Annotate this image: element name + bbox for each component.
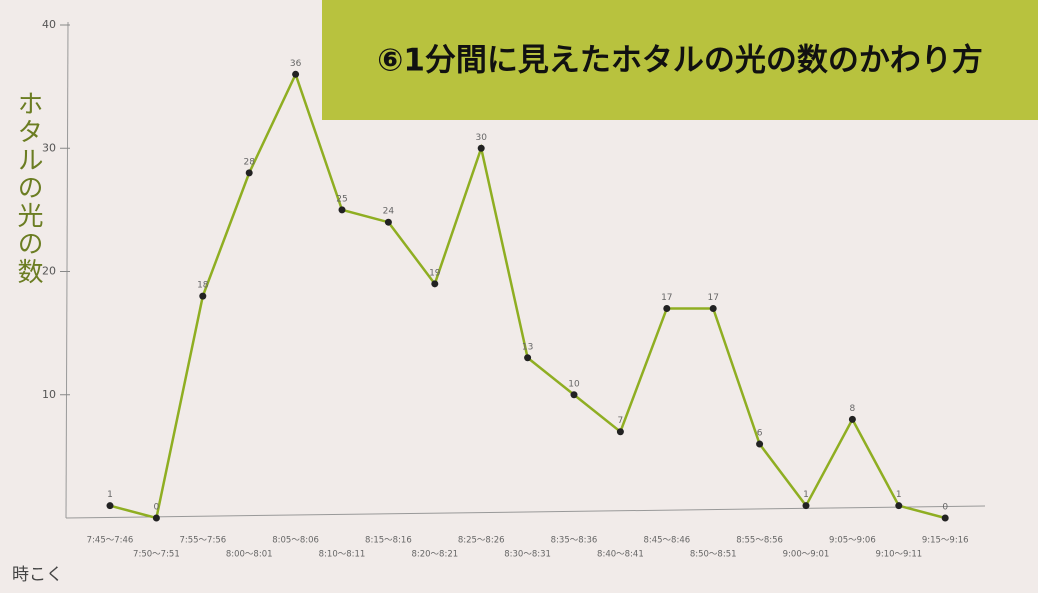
data-point bbox=[338, 206, 346, 214]
x-tick-label: 9:10〜9:11 bbox=[875, 550, 922, 560]
data-label: 6 bbox=[757, 429, 763, 439]
data-point bbox=[941, 514, 949, 522]
x-tick-label: 8:25〜8:26 bbox=[458, 536, 505, 546]
data-label: 10 bbox=[568, 379, 580, 389]
x-tick-label: 9:05〜9:06 bbox=[829, 536, 876, 546]
x-tick-label: 7:50〜7:51 bbox=[133, 550, 180, 560]
y-tick-label: 10 bbox=[42, 388, 56, 401]
data-point bbox=[152, 514, 160, 522]
y-tick-label: 30 bbox=[42, 141, 56, 154]
x-tick-label: 7:45〜7:46 bbox=[87, 536, 134, 546]
data-point bbox=[477, 144, 485, 152]
x-tick-label: 8:05〜8:06 bbox=[272, 536, 319, 546]
title-box bbox=[322, 0, 1038, 120]
data-point bbox=[524, 354, 532, 362]
data-label: 8 bbox=[850, 404, 856, 414]
x-tick-label: 8:20〜8:21 bbox=[411, 550, 458, 560]
data-label: 0 bbox=[942, 503, 948, 513]
x-tick-label: 8:40〜8:41 bbox=[597, 550, 644, 560]
data-point bbox=[848, 415, 856, 423]
data-point bbox=[616, 428, 624, 436]
data-label: 25 bbox=[336, 194, 347, 204]
data-label: 1 bbox=[803, 490, 809, 500]
x-tick-label: 8:30〜8:31 bbox=[504, 550, 551, 560]
data-label: 0 bbox=[154, 503, 160, 513]
data-point bbox=[802, 502, 810, 510]
data-label: 18 bbox=[197, 281, 209, 291]
data-label: 28 bbox=[243, 157, 255, 167]
data-point bbox=[384, 218, 392, 226]
chart-title: ⑥1分間に見えたホタルの光の数のかわり方 bbox=[377, 43, 983, 79]
y-tick-label: 40 bbox=[42, 18, 56, 31]
data-label: 1 bbox=[107, 490, 113, 500]
data-label: 7 bbox=[618, 416, 624, 426]
data-label: 30 bbox=[475, 133, 487, 143]
x-tick-label: 8:00〜8:01 bbox=[226, 550, 273, 560]
x-tick-label: 8:15〜8:16 bbox=[365, 536, 412, 546]
x-axis bbox=[65, 505, 986, 519]
data-label: 36 bbox=[290, 59, 302, 69]
data-point bbox=[756, 440, 764, 448]
data-label: 1 bbox=[896, 490, 902, 500]
x-tick-label: 8:45〜8:46 bbox=[643, 536, 690, 546]
data-label: 13 bbox=[522, 342, 533, 352]
data-point bbox=[292, 70, 300, 78]
x-tick-label: 9:00〜9:01 bbox=[783, 550, 830, 560]
data-point bbox=[570, 391, 578, 399]
x-tick-label: 9:15〜9:16 bbox=[922, 536, 969, 546]
y-tick-label: 20 bbox=[42, 265, 56, 278]
data-point bbox=[199, 292, 207, 300]
x-tick-label: 8:50〜8:51 bbox=[690, 550, 737, 560]
x-tick-label: 8:10〜8:11 bbox=[319, 550, 366, 560]
data-point bbox=[895, 502, 903, 510]
x-tick-label: 8:35〜8:36 bbox=[551, 536, 598, 546]
x-axis-label: 時こく bbox=[12, 565, 63, 585]
data-label: 24 bbox=[383, 207, 395, 217]
data-point bbox=[663, 304, 671, 312]
data-point bbox=[106, 502, 114, 510]
x-tick-label: 7:55〜7:56 bbox=[179, 536, 226, 546]
y-axis bbox=[65, 21, 69, 519]
data-label: 19 bbox=[429, 268, 441, 278]
y-axis-label: ホタルの光の数 bbox=[13, 90, 43, 286]
data-point bbox=[431, 280, 439, 288]
data-point bbox=[709, 304, 717, 312]
data-label: 17 bbox=[661, 293, 672, 303]
data-label: 17 bbox=[707, 293, 718, 303]
data-point bbox=[245, 169, 253, 177]
x-tick-label: 8:55〜8:56 bbox=[736, 536, 783, 546]
